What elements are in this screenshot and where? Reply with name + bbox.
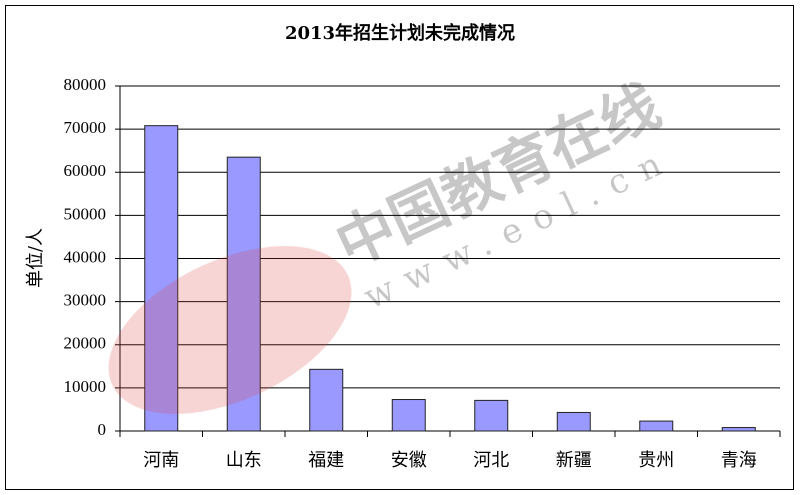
y-tick-label: 60000 — [64, 161, 107, 180]
y-tick-label: 0 — [98, 420, 107, 439]
bar — [309, 368, 344, 432]
y-axis-label: 单位/人 — [25, 228, 46, 288]
y-tick-label: 10000 — [64, 377, 107, 396]
bar — [226, 156, 261, 432]
bar — [474, 399, 509, 432]
bar — [144, 125, 179, 432]
x-tick-label: 山东 — [226, 450, 262, 471]
y-tick-label: 50000 — [64, 204, 107, 223]
y-tick-label: 40000 — [64, 247, 107, 266]
y-tick-label: 70000 — [64, 118, 107, 137]
x-tick-label: 安徽 — [391, 450, 427, 471]
bar — [556, 411, 591, 432]
watermark-logo — [108, 246, 352, 414]
y-tick-label: 30000 — [64, 291, 107, 310]
x-tick-label: 河北 — [473, 450, 509, 471]
y-tick-label: 20000 — [64, 334, 107, 353]
chart-title: 2013年招生计划未完成情况 — [285, 22, 515, 44]
plot: 0 10000 20000 30000 40000 50000 60000 70000 8000… — [64, 75, 781, 471]
x-tick-label: 福建 — [308, 450, 344, 471]
x-tick-label: 河南 — [143, 450, 179, 471]
bar — [639, 420, 674, 432]
x-tick-label: 新疆 — [556, 450, 592, 471]
x-tick-label: 贵州 — [638, 450, 674, 471]
x-tick-label: 青海 — [721, 450, 757, 471]
bar — [391, 399, 426, 432]
bar — [721, 427, 756, 432]
y-tick-label: 80000 — [64, 75, 107, 94]
